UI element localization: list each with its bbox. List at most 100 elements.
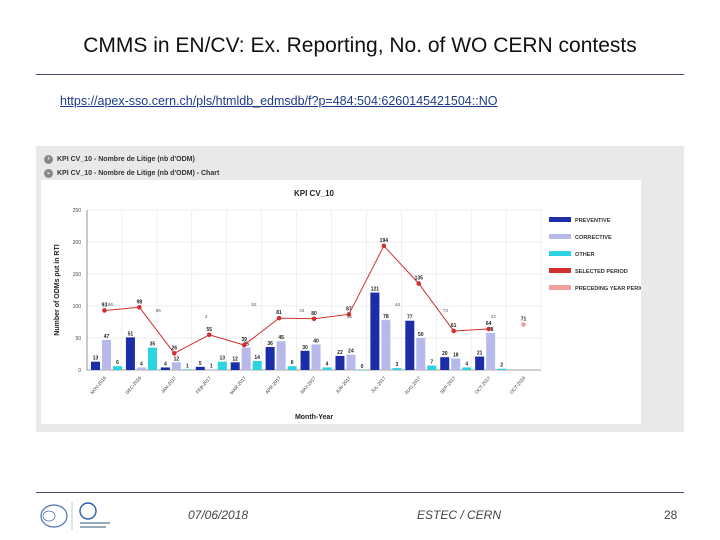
bar-data-label: 4 (465, 361, 468, 367)
x-tick-label: JUN-2017 (335, 375, 352, 394)
legend-swatch (549, 268, 571, 273)
bar-corrective (381, 320, 391, 370)
bar-data-label: 6 (291, 360, 294, 366)
x-tick-label: OCT-2017 (474, 375, 492, 395)
bar-data-label: 1 (210, 363, 213, 369)
bar-other (462, 367, 472, 370)
x-tick-label: MAY-2017 (299, 375, 317, 395)
legend-swatch (549, 234, 571, 239)
line-data-label: 135 (415, 276, 424, 282)
bar-data-label: 121 (371, 287, 380, 293)
line-point (241, 342, 247, 348)
line-data-label: 55 (206, 327, 212, 333)
chart-title: KPI CV_10 (294, 189, 335, 198)
y-axis-label: Number of ODMs put in RTI (54, 244, 61, 335)
y-tick-label: 50 (75, 336, 81, 342)
line-point (486, 326, 491, 332)
bar-data-label: 1 (186, 363, 189, 369)
bar-data-label: 12 (232, 356, 238, 362)
extra-data-label: 34 (299, 308, 305, 313)
bar-corrective (346, 354, 356, 370)
bar-preventive (195, 366, 205, 370)
expand-icon[interactable]: › (44, 154, 53, 164)
bar-other (392, 368, 402, 370)
legend-label: SELECTED PERIOD (575, 269, 628, 275)
bar-data-label: 40 (313, 338, 319, 344)
bar-preventive (125, 337, 135, 370)
bar-data-label: 7 (430, 360, 433, 366)
x-tick-label: JAN-2017 (160, 375, 177, 394)
x-tick-label: OCT-2018 (509, 375, 527, 395)
legend-label: CORRECTIVE (575, 235, 612, 241)
x-tick-label: SEP-2017 (439, 375, 457, 395)
extra-data-label: 2 (205, 314, 208, 319)
report-row-chart[interactable]: ⌄ KPI CV_10 - Nombre de Litige (nb d'ODM… (44, 167, 219, 179)
line-data-label: 64 (486, 321, 492, 327)
line-point (416, 281, 422, 286)
bar-data-label: 50 (418, 332, 424, 338)
bar-data-label: 3 (395, 362, 398, 368)
bar-corrective (136, 367, 146, 370)
extra-data-label: 42 (491, 314, 497, 319)
bar-preventive (335, 355, 345, 370)
bar-data-label: 6 (116, 360, 119, 366)
bar-preventive (300, 350, 310, 370)
bar-corrective (416, 338, 426, 370)
bar-preventive (91, 361, 100, 370)
bar-data-label: 35 (150, 342, 156, 348)
extra-data-label: 44 (395, 302, 401, 307)
bar-corrective (102, 339, 111, 370)
bar-preventive (160, 367, 170, 370)
bar-preventive (265, 346, 275, 370)
bar-corrective (171, 362, 181, 370)
x-tick-label: APR-2017 (264, 375, 282, 395)
bar-data-label: 20 (442, 351, 448, 357)
line-point (102, 308, 107, 313)
report-link[interactable]: https://apex-sso.cern.ch/pls/htmldb_edms… (60, 94, 498, 108)
extra-data-label: 66 (108, 302, 114, 307)
bar-data-label: 22 (337, 350, 343, 356)
bar-data-label: 14 (254, 355, 260, 361)
line-point (346, 312, 352, 317)
legend-swatch (549, 285, 571, 290)
bar-data-label: 77 (407, 315, 413, 321)
footer-org: ESTEC / CERN (417, 508, 502, 522)
y-tick-label: 200 (73, 240, 82, 246)
x-tick-label: DEC-2016 (125, 375, 143, 395)
line-data-label: 98 (137, 299, 143, 305)
extra-data-label: 73 (443, 308, 449, 313)
extra-data-label: 61 (347, 314, 353, 319)
y-tick-label: 100 (73, 304, 82, 310)
extra-data-label: 96 (156, 308, 162, 313)
y-tick-label: 0 (78, 368, 81, 374)
legend-label: OTHER (575, 252, 595, 258)
report-row-label: KPI CV_10 - Nombre de Litige (nb d'ODM) (57, 155, 195, 163)
slide-title: CMMS in EN/CV: Ex. Reporting, No. of WO … (83, 34, 637, 57)
line-data-label: 87 (346, 306, 352, 312)
bar-data-label: 47 (104, 334, 110, 340)
line-point (206, 332, 212, 338)
extra-data-label: 52 (251, 302, 257, 307)
bar-other (182, 369, 192, 370)
bar-data-label: 13 (93, 356, 99, 362)
line-point (521, 322, 526, 327)
title-divider (36, 74, 684, 75)
bar-data-label: 45 (278, 335, 284, 341)
cern-logo-icon (40, 502, 110, 530)
bar-preventive (370, 292, 380, 370)
line-data-label: 93 (102, 302, 108, 308)
report-row-label: KPI CV_10 - Nombre de Litige (nb d'ODM) … (57, 169, 220, 177)
line-data-label: 81 (276, 310, 282, 316)
bar-data-label: 12 (174, 356, 180, 362)
y-tick-label: 150 (73, 272, 82, 278)
bar-other (252, 361, 262, 370)
collapse-icon[interactable]: ⌄ (44, 168, 53, 178)
bar-preventive (475, 356, 485, 370)
kpi-chart: KPI CV_10050100150200250Month-YearNumber… (54, 189, 648, 421)
report-row-table[interactable]: › KPI CV_10 - Nombre de Litige (nb d'ODM… (44, 153, 195, 165)
report-panel: › KPI CV_10 - Nombre de Litige (nb d'ODM… (36, 146, 684, 432)
bar-other (497, 368, 507, 370)
bar-corrective (206, 369, 216, 370)
line-data-label: 194 (380, 238, 389, 244)
bar-other (357, 370, 367, 371)
